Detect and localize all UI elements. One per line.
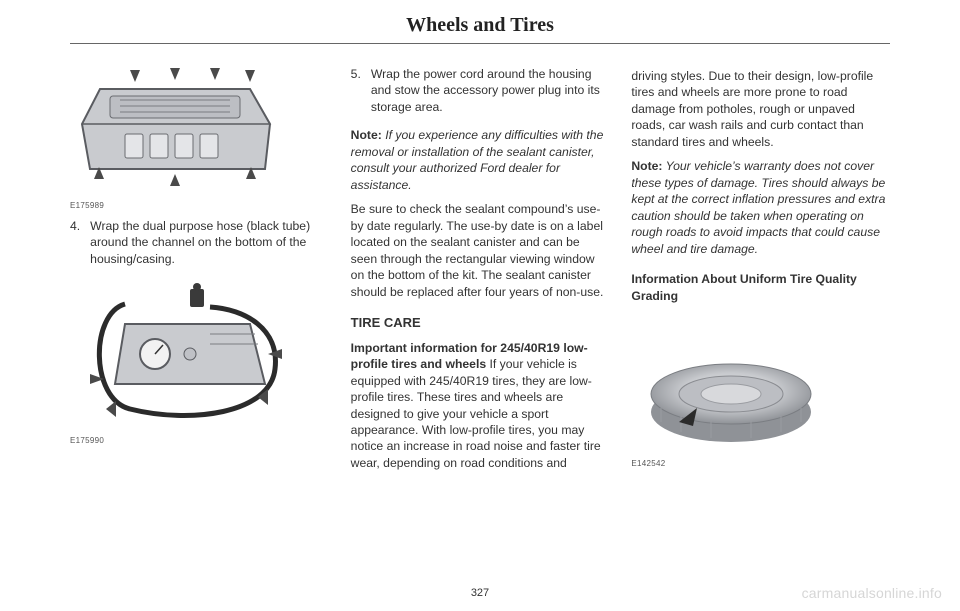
- column-1: E175989 4. Wrap the dual purpose hose (b…: [70, 60, 329, 479]
- step-5: 5. Wrap the power cord around the housin…: [351, 66, 610, 115]
- step-text: Wrap the power cord around the housing a…: [371, 66, 610, 115]
- watermark: carmanualsonline.info: [802, 585, 942, 601]
- note-text: Your vehicle’s warranty does not cover t…: [631, 159, 885, 255]
- figure-kit-top: E175989: [70, 64, 329, 212]
- kit-top-illustration: [70, 64, 280, 199]
- page-title: Wheels and Tires: [0, 0, 960, 43]
- paragraph-rest: If your vehicle is equipped with 245/40R…: [351, 357, 601, 470]
- kit-hose-illustration: [70, 279, 300, 434]
- title-rule: [70, 43, 890, 44]
- paragraph: Important information for 245/40R19 low-…: [351, 340, 610, 472]
- figure-tire: E142542: [631, 322, 890, 470]
- paragraph: Be sure to check the sealant compound’s …: [351, 201, 610, 300]
- section-heading-tire-care: TIRE CARE: [351, 314, 610, 332]
- tire-illustration: [631, 322, 831, 457]
- figure-caption: E175989: [70, 201, 329, 212]
- figure-kit-hose: E175990: [70, 279, 329, 447]
- step-number: 4.: [70, 218, 80, 267]
- note-text: If you experience any difficulties with …: [351, 128, 604, 191]
- figure-caption: E142542: [631, 459, 890, 470]
- note-label: Note:: [351, 128, 382, 142]
- step-number: 5.: [351, 66, 361, 115]
- note-label: Note:: [631, 159, 662, 173]
- note-paragraph: Note: Your vehicle’s warranty does not c…: [631, 158, 890, 257]
- figure-caption: E175990: [70, 436, 329, 447]
- content-columns: E175989 4. Wrap the dual purpose hose (b…: [0, 60, 960, 479]
- column-3: driving styles. Due to their design, low…: [631, 60, 890, 479]
- subheading-uniform-tire-quality: Information About Uniform Tire Quality G…: [631, 271, 890, 304]
- paragraph: driving styles. Due to their design, low…: [631, 68, 890, 150]
- step-text: Wrap the dual purpose hose (black tube) …: [90, 218, 329, 267]
- step-4: 4. Wrap the dual purpose hose (black tub…: [70, 218, 329, 267]
- note-paragraph: Note: If you experience any difficulties…: [351, 127, 610, 193]
- column-2: 5. Wrap the power cord around the housin…: [351, 60, 610, 479]
